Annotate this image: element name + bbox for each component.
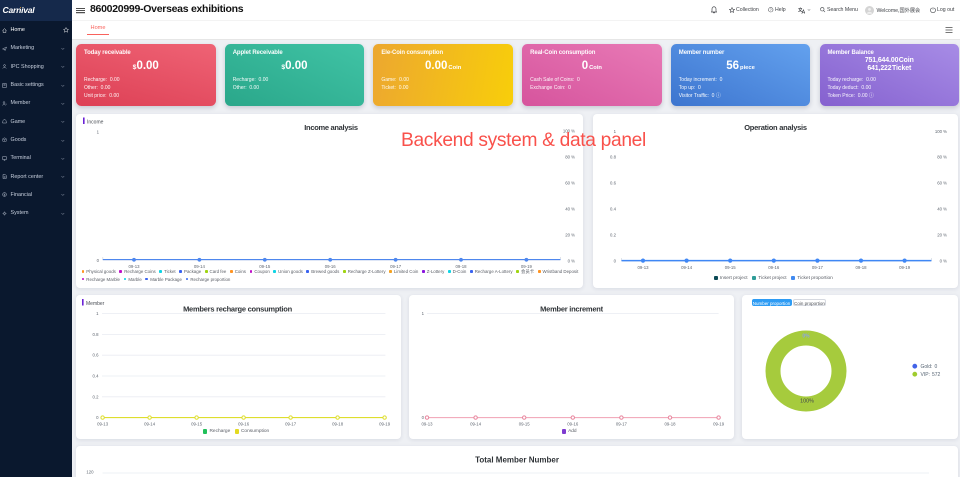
svg-text:120: 120 <box>86 470 94 475</box>
svg-text:Total Member Number: Total Member Number <box>475 456 559 465</box>
svg-text:100 %: 100 % <box>563 128 575 133</box>
svg-text:0: 0 <box>96 415 99 420</box>
svg-text:1: 1 <box>422 311 425 316</box>
svg-text:40 %: 40 % <box>565 206 575 211</box>
svg-text:1: 1 <box>614 129 617 134</box>
svg-text:09-17: 09-17 <box>285 422 297 427</box>
svg-text:Income analysis: Income analysis <box>304 123 358 132</box>
svg-text:09-15: 09-15 <box>259 264 271 269</box>
svg-text:0 %: 0 % <box>568 258 576 263</box>
svg-text:09-19: 09-19 <box>713 422 725 427</box>
svg-text:0.8: 0.8 <box>93 332 100 337</box>
svg-text:0.4: 0.4 <box>610 207 617 212</box>
svg-text:09-13: 09-13 <box>129 264 141 269</box>
svg-text:09-16: 09-16 <box>325 264 337 269</box>
svg-text:09-16: 09-16 <box>238 422 250 427</box>
svg-text:09-16: 09-16 <box>768 265 780 270</box>
svg-text:09-17: 09-17 <box>616 422 628 427</box>
svg-text:40 %: 40 % <box>937 207 947 212</box>
svg-text:0.2: 0.2 <box>610 232 617 237</box>
svg-text:20 %: 20 % <box>937 232 947 237</box>
svg-text:0: 0 <box>97 258 100 263</box>
svg-text:0.8: 0.8 <box>610 155 617 160</box>
svg-text:Gold: 0: Gold: 0 <box>921 364 938 370</box>
svg-text:09-19: 09-19 <box>521 264 533 269</box>
svg-text:0.2: 0.2 <box>93 394 100 399</box>
svg-text:09-18: 09-18 <box>665 422 677 427</box>
svg-text:1: 1 <box>96 311 99 316</box>
svg-text:09-14: 09-14 <box>144 422 156 427</box>
svg-text:0%: 0% <box>802 334 810 340</box>
svg-text:09-18: 09-18 <box>332 422 344 427</box>
svg-text:80 %: 80 % <box>937 155 947 160</box>
svg-text:0.4: 0.4 <box>93 374 100 379</box>
svg-text:0: 0 <box>422 415 425 420</box>
svg-text:Members recharge consumption: Members recharge consumption <box>183 305 293 314</box>
svg-text:Member: Member <box>86 301 105 307</box>
svg-text:Operation analysis: Operation analysis <box>744 123 807 132</box>
svg-text:09-14: 09-14 <box>194 264 206 269</box>
svg-text:20 %: 20 % <box>565 232 575 237</box>
svg-text:09-17: 09-17 <box>812 265 824 270</box>
svg-text:0: 0 <box>614 258 617 263</box>
svg-text:09-14: 09-14 <box>470 422 482 427</box>
svg-text:09-13: 09-13 <box>638 265 650 270</box>
svg-text:09-18: 09-18 <box>456 264 468 269</box>
svg-text:60 %: 60 % <box>565 180 575 185</box>
svg-text:09-19: 09-19 <box>379 422 391 427</box>
svg-text:100%: 100% <box>800 399 814 405</box>
svg-text:09-19: 09-19 <box>899 265 911 270</box>
svg-text:0.6: 0.6 <box>610 181 617 186</box>
svg-text:09-14: 09-14 <box>681 265 693 270</box>
svg-text:09-13: 09-13 <box>97 422 109 427</box>
svg-text:09-18: 09-18 <box>856 265 868 270</box>
svg-text:09-13: 09-13 <box>422 422 434 427</box>
svg-text:?: ? <box>770 8 772 12</box>
svg-text:09-17: 09-17 <box>390 264 402 269</box>
svg-text:100 %: 100 % <box>935 129 947 134</box>
svg-text:0.6: 0.6 <box>93 353 100 358</box>
svg-text:60 %: 60 % <box>937 181 947 186</box>
svg-text:09-15: 09-15 <box>191 422 203 427</box>
svg-text:09-15: 09-15 <box>519 422 531 427</box>
svg-text:Member increment: Member increment <box>540 305 603 314</box>
svg-text:0 %: 0 % <box>940 258 948 263</box>
svg-text:09-15: 09-15 <box>725 265 737 270</box>
svg-text:VIP: 572: VIP: 572 <box>921 372 941 378</box>
svg-text:09-16: 09-16 <box>567 422 579 427</box>
svg-text:Income: Income <box>87 119 104 125</box>
svg-text:80 %: 80 % <box>565 154 575 159</box>
svg-text:1: 1 <box>97 130 100 135</box>
